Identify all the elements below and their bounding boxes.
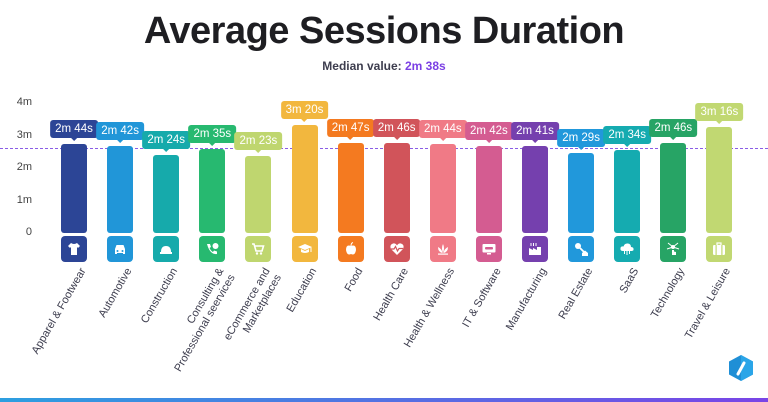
bar[interactable] (107, 145, 134, 233)
y-tick-label: 1m (16, 193, 32, 206)
bar[interactable] (568, 152, 595, 233)
y-tick-label: 0 (25, 226, 32, 238)
bar[interactable] (522, 146, 548, 233)
median-value: 2m 38s (405, 59, 446, 73)
bar[interactable] (475, 145, 502, 233)
value-label: 2m 44s (50, 120, 98, 142)
x-axis-label: Food (342, 266, 366, 294)
network-touch-icon (660, 236, 687, 262)
x-axis-label: Education (283, 266, 319, 315)
bar[interactable] (383, 143, 410, 233)
value-label: 2m 29s (557, 128, 605, 150)
cloud-icon (614, 236, 641, 262)
chart-subtitle: Median value: 2m 38s (0, 59, 768, 73)
bar[interactable] (337, 142, 364, 233)
x-axis-label: Construction (139, 266, 181, 326)
bar[interactable] (61, 144, 87, 233)
suitcase-icon (706, 236, 733, 262)
footer-gradient-bar (0, 398, 768, 402)
hard-hat-icon (153, 236, 180, 262)
x-axis-label: Health Care (371, 266, 411, 323)
bar[interactable] (660, 143, 687, 233)
value-label: 2m 42s (465, 121, 513, 143)
bar[interactable] (153, 155, 180, 233)
median-label: Median value: (322, 59, 402, 73)
value-label: 2m 41s (511, 122, 559, 144)
value-label: 2m 47s (326, 118, 375, 140)
brand-logo-icon (729, 355, 753, 381)
value-label: 2m 44s (418, 120, 467, 142)
y-tick-label: 3m (16, 128, 32, 141)
x-axis-label: IT & Software (460, 266, 504, 330)
monitor-code-icon (475, 236, 502, 262)
x-axis-label: Travel & Leisure (683, 266, 734, 342)
value-label: 2m 23s (234, 131, 283, 153)
value-label: 3m 16s (695, 103, 744, 125)
tshirt-icon (61, 236, 87, 262)
value-label: 2m 35s (188, 125, 237, 147)
x-axis-label: Apparel & Footwear (29, 266, 89, 357)
bar[interactable] (245, 155, 272, 233)
bar[interactable] (706, 127, 733, 233)
x-axis-label: Health & Wellness (401, 266, 457, 350)
x-axis-label: Automotive (96, 266, 135, 320)
value-label: 2m 24s (142, 131, 191, 153)
value-label: 2m 46s (649, 119, 698, 141)
bar[interactable] (429, 144, 456, 233)
value-label: 2m 42s (96, 121, 144, 143)
y-tick-label: 2m (16, 161, 32, 174)
bar[interactable] (614, 149, 641, 233)
graduation-cap-icon (291, 236, 318, 262)
house-key-icon (568, 236, 595, 262)
bar[interactable] (291, 125, 318, 233)
x-axis-label: SaaS (617, 266, 642, 296)
value-label: 3m 20s (280, 101, 329, 122)
car-icon (107, 236, 134, 262)
value-label: 2m 34s (603, 125, 652, 147)
lotus-icon (429, 236, 456, 262)
shopping-cart-icon (245, 236, 272, 262)
factory-icon (522, 236, 548, 262)
x-axis-label: Manufacturing (503, 266, 550, 333)
x-axis-label: Technology (649, 266, 688, 321)
value-label: 2m 46s (372, 119, 421, 141)
y-tick-label: 4m (16, 96, 32, 109)
apple-icon (337, 236, 364, 262)
bar[interactable] (199, 149, 226, 233)
x-axis-label: Real Estate (556, 266, 596, 322)
heart-pulse-icon (383, 236, 410, 262)
chart-title: Average Sessions Duration (143, 10, 625, 52)
phone-chat-icon (199, 236, 226, 262)
